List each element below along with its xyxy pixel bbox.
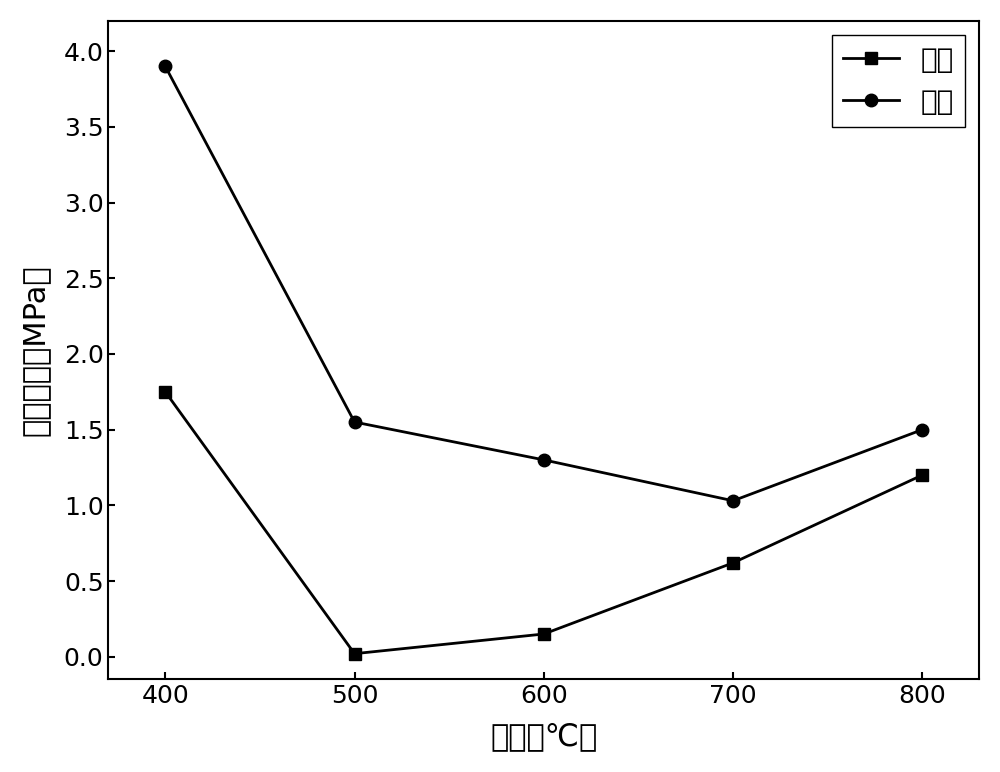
大气 — [349, 649, 361, 659]
Line: 真空: 真空 — [159, 60, 929, 507]
Line: 大气: 大气 — [159, 385, 929, 660]
真空 — [159, 62, 171, 71]
Y-axis label: 抗弯强度（MPa）: 抗弯强度（MPa） — [21, 264, 50, 436]
X-axis label: 温度（℃）: 温度（℃） — [490, 722, 597, 751]
大气 — [538, 629, 550, 638]
大气 — [916, 470, 928, 479]
真空 — [349, 418, 361, 427]
大气 — [727, 558, 739, 567]
大气 — [159, 387, 171, 396]
Legend: 大气, 真空: 大气, 真空 — [832, 35, 965, 127]
真空 — [916, 425, 928, 434]
真空 — [538, 455, 550, 465]
真空 — [727, 496, 739, 506]
